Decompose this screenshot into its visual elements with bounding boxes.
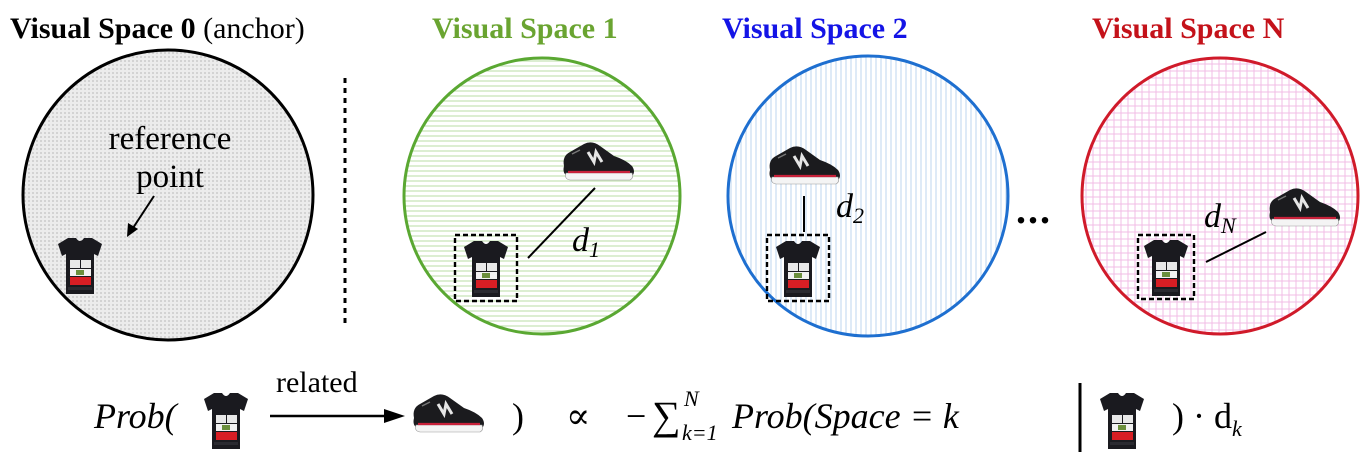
space-1-distance-line [527, 187, 596, 259]
formula-propto: ∝ [566, 396, 591, 436]
title-space-0-main: Visual Space 0 [10, 12, 196, 45]
d1-letter: d [572, 222, 589, 259]
space-n-anchor-box [1136, 233, 1196, 301]
formula-sum-lower: k=1 [682, 420, 718, 445]
title-space-n: Visual Space N [1092, 12, 1285, 45]
formula-close-paren: ) [512, 396, 524, 436]
formula-sum: ∑ [652, 393, 681, 438]
dn-subscript: N [1221, 213, 1236, 238]
title-space-1: Visual Space 1 [432, 12, 618, 45]
formula-tail: ) · dk [1172, 395, 1242, 442]
formula-tail-subscript: k [1231, 416, 1242, 442]
space-n-circle [1080, 56, 1360, 336]
reference-arrowhead [127, 223, 138, 237]
distance-label-d2: d2 [836, 188, 864, 229]
dn-letter: d [1204, 198, 1221, 235]
d2-subscript: 2 [853, 203, 864, 228]
related-arrowhead [384, 409, 405, 423]
d1-subscript: 1 [589, 237, 600, 262]
title-space-0-sub: (anchor) [203, 12, 305, 45]
space-2-circle [726, 54, 1010, 338]
space-1-circle [402, 56, 682, 336]
formula-sneaker-icon [412, 392, 486, 434]
reference-point-label: reference point [70, 120, 270, 196]
formula-tshirt-icon-1 [204, 393, 248, 449]
formula-sum-upper: N [684, 386, 699, 411]
ellipsis: ... [1016, 187, 1052, 232]
space-n-distance-line [1205, 231, 1267, 263]
formula-minus: − [626, 396, 647, 436]
formula-tail-text: ) · d [1172, 396, 1232, 436]
d2-letter: d [836, 188, 853, 225]
reference-label-line-1: reference [108, 121, 232, 157]
reference-label-line-2: point [136, 159, 204, 195]
space-0-circle [21, 48, 315, 342]
formula-related-label: related [276, 366, 358, 399]
formula-tshirt-icon-2 [1100, 393, 1144, 449]
formula-prob-space: Prob(Space = k [732, 396, 959, 436]
title-space-0: Visual Space 0 (anchor) [10, 12, 305, 46]
distance-label-dn: dN [1204, 198, 1236, 239]
reference-arrow [132, 195, 155, 229]
title-space-2: Visual Space 2 [722, 12, 908, 45]
distance-label-d1: d1 [572, 222, 600, 263]
formula-prob-open: Prob( [94, 396, 177, 436]
